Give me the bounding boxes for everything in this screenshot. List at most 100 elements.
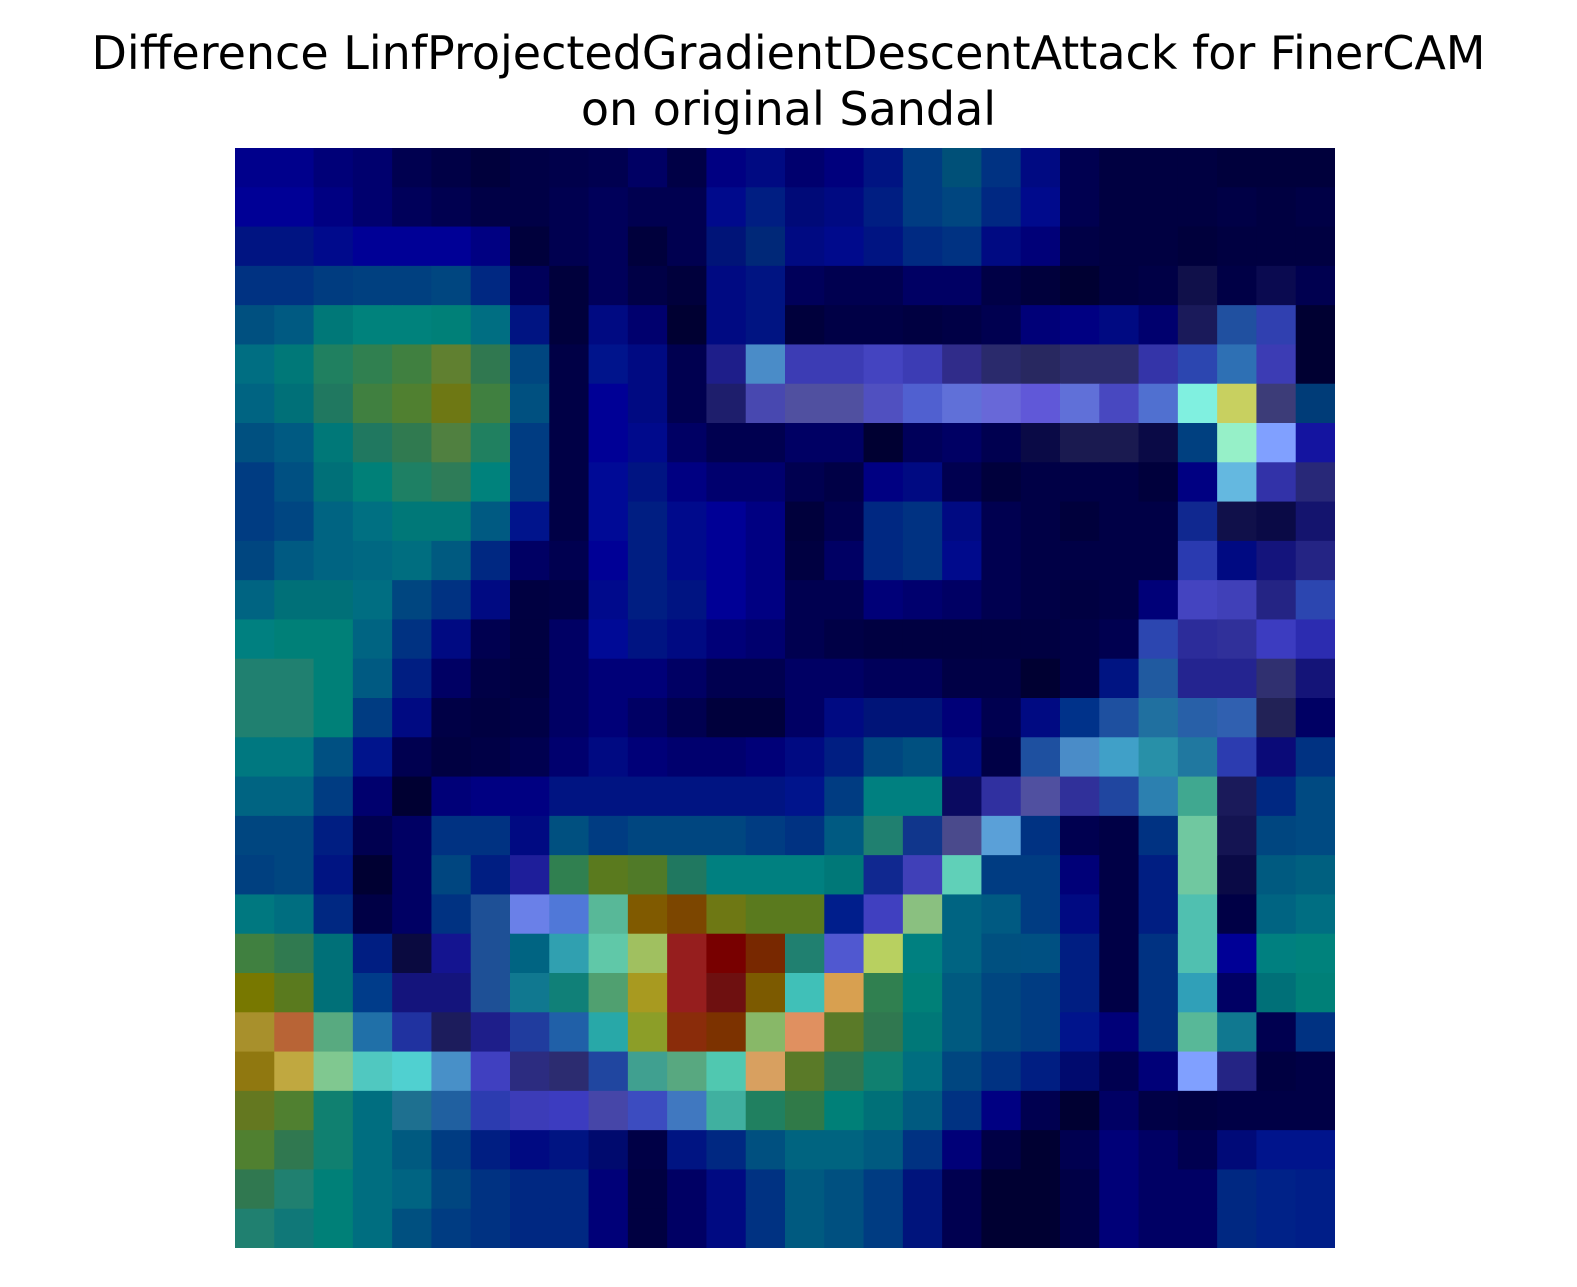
heatmap-cell-r15-c7 [510,737,550,777]
heatmap-cell-r5-c24 [1178,344,1218,384]
heatmap-cell-r25-c6 [471,1130,511,1170]
heatmap-cell-r25-c24 [1178,1130,1218,1170]
heatmap-cell-r24-c13 [746,1091,786,1131]
heatmap-cell-r16-c19 [981,777,1021,817]
heatmap-cell-r26-c9 [589,1169,629,1209]
heatmap-cell-r6-c27 [1296,384,1335,424]
heatmap-cell-r5-c17 [903,344,943,384]
heatmap-cell-r18-c11 [667,855,707,895]
heatmap-cell-r21-c25 [1217,973,1257,1013]
heatmap-cell-r22-c16 [864,1012,904,1052]
heatmap-cell-r7-c10 [628,423,668,463]
heatmap-cell-r27-c16 [864,1209,904,1248]
heatmap-cell-r6-c5 [431,384,471,424]
heatmap-cell-r15-c18 [942,737,982,777]
heatmap-cell-r19-c17 [903,894,943,934]
heatmap-cell-r12-c0 [235,619,275,659]
heatmap-cell-r5-c4 [392,344,432,384]
heatmap-cell-r21-c21 [1060,973,1100,1013]
heatmap-cell-r3-c10 [628,266,668,306]
heatmap-cell-r19-c20 [1021,894,1061,934]
heatmap-cell-r13-c2 [314,659,354,699]
heatmap-cell-r24-c25 [1217,1091,1257,1131]
heatmap-cell-r8-c17 [903,462,943,502]
heatmap-cell-r22-c20 [1021,1012,1061,1052]
heatmap-cell-r21-c22 [1099,973,1139,1013]
heatmap-cell-r24-c2 [314,1091,354,1131]
heatmap-cell-r22-c9 [589,1012,629,1052]
heatmap-cell-r16-c14 [785,777,825,817]
heatmap-cell-r13-c14 [785,659,825,699]
heatmap-cell-r19-c12 [706,894,746,934]
heatmap-cell-r1-c16 [864,187,904,227]
heatmap-cell-r20-c24 [1178,934,1218,974]
heatmap-cell-r6-c24 [1178,384,1218,424]
heatmap-cell-r13-c19 [981,659,1021,699]
heatmap-cell-r27-c23 [1139,1209,1179,1248]
heatmap-cell-r24-c10 [628,1091,668,1131]
heatmap-cell-r18-c26 [1256,855,1296,895]
heatmap-cell-r20-c13 [746,934,786,974]
heatmap-cell-r19-c3 [353,894,393,934]
heatmap-cell-r15-c21 [1060,737,1100,777]
heatmap-cell-r10-c4 [392,541,432,581]
heatmap-cell-r21-c6 [471,973,511,1013]
heatmap-cell-r10-c18 [942,541,982,581]
heatmap-cell-r8-c9 [589,462,629,502]
heatmap-cell-r5-c14 [785,344,825,384]
heatmap-cell-r17-c6 [471,816,511,856]
heatmap-cell-r21-c2 [314,973,354,1013]
heatmap-cell-r22-c21 [1060,1012,1100,1052]
heatmap-cell-r4-c11 [667,305,707,345]
heatmap-cell-r4-c20 [1021,305,1061,345]
heatmap-cell-r13-c8 [549,659,589,699]
heatmap-cell-r21-c12 [706,973,746,1013]
heatmap-cell-r27-c12 [706,1209,746,1248]
heatmap-cell-r20-c19 [981,934,1021,974]
heatmap-cell-r19-c11 [667,894,707,934]
heatmap-cell-r15-c12 [706,737,746,777]
heatmap-cell-r26-c11 [667,1169,707,1209]
heatmap-cell-r6-c26 [1256,384,1296,424]
heatmap-cell-r26-c13 [746,1169,786,1209]
heatmap-cell-r3-c2 [314,266,354,306]
heatmap-cell-r10-c3 [353,541,393,581]
heatmap-cell-r24-c9 [589,1091,629,1131]
heatmap-cell-r1-c7 [510,187,550,227]
heatmap-cell-r3-c7 [510,266,550,306]
heatmap-cell-r21-c19 [981,973,1021,1013]
heatmap-cell-r24-c17 [903,1091,943,1131]
heatmap-cell-r2-c3 [353,227,393,267]
heatmap-cell-r11-c16 [864,580,904,620]
heatmap-cell-r10-c11 [667,541,707,581]
heatmap-cell-r1-c22 [1099,187,1139,227]
heatmap-cell-r6-c7 [510,384,550,424]
heatmap-cell-r23-c7 [510,1052,550,1092]
heatmap-cell-r23-c25 [1217,1052,1257,1092]
heatmap-cell-r23-c19 [981,1052,1021,1092]
heatmap-cell-r1-c4 [392,187,432,227]
heatmap-cell-r20-c27 [1296,934,1335,974]
heatmap-cell-r1-c3 [353,187,393,227]
heatmap-cell-r11-c3 [353,580,393,620]
heatmap-cell-r26-c10 [628,1169,668,1209]
heatmap-cell-r24-c14 [785,1091,825,1131]
heatmap-cell-r26-c24 [1178,1169,1218,1209]
heatmap-cell-r13-c17 [903,659,943,699]
heatmap-cell-r20-c4 [392,934,432,974]
heatmap-cell-r16-c15 [824,777,864,817]
heatmap-cell-r22-c22 [1099,1012,1139,1052]
heatmap-cell-r10-c24 [1178,541,1218,581]
heatmap-cell-r18-c0 [235,855,275,895]
heatmap-cell-r24-c11 [667,1091,707,1131]
heatmap-cell-r12-c16 [864,619,904,659]
heatmap-cell-r23-c16 [864,1052,904,1092]
heatmap-cell-r18-c8 [549,855,589,895]
heatmap-cell-r20-c23 [1139,934,1179,974]
heatmap-cell-r18-c22 [1099,855,1139,895]
heatmap-cell-r13-c5 [431,659,471,699]
heatmap-cell-r21-c20 [1021,973,1061,1013]
heatmap-cell-r15-c10 [628,737,668,777]
heatmap-cell-r21-c17 [903,973,943,1013]
heatmap-cell-r17-c0 [235,816,275,856]
